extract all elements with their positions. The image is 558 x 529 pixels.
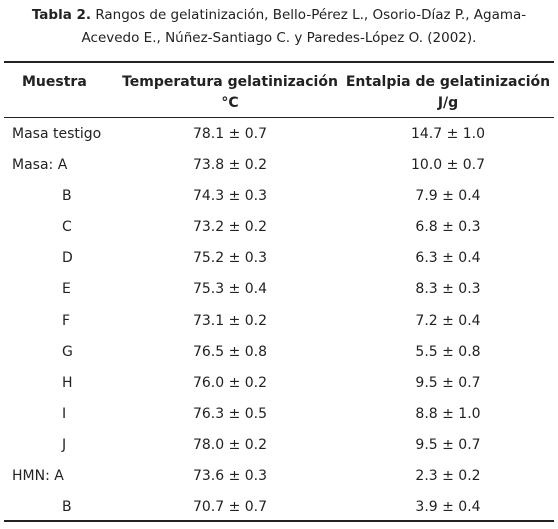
enthalpy-cell: 9.5 ± 0.7 <box>415 374 481 391</box>
sample-cell: B <box>62 499 72 515</box>
enthalpy-cell: 10.0 ± 0.7 <box>410 157 486 174</box>
temperature-cell: 76.0 ± 0.2 <box>192 374 268 391</box>
sample-cell: F <box>62 312 71 329</box>
enthalpy-cell: 6.3 ± 0.4 <box>415 250 481 267</box>
sample-cell: E <box>62 281 71 298</box>
temperature-cell: 75.3 ± 0.4 <box>192 281 268 298</box>
temperature-cell: 75.2 ± 0.3 <box>192 250 268 267</box>
top-rule <box>4 61 554 63</box>
temperature-cell: 73.8 ± 0.2 <box>192 157 268 174</box>
sample-cell: G <box>62 343 73 360</box>
enthalpy-cell: 8.3 ± 0.3 <box>415 281 481 298</box>
header-cell: Entalpia de gelatinización <box>345 74 551 90</box>
header-unit: J/g <box>437 95 459 111</box>
enthalpy-cell: 7.2 ± 0.4 <box>415 312 481 329</box>
enthalpy-cell: 9.5 ± 0.7 <box>415 436 481 453</box>
sample-cell: J <box>62 436 67 453</box>
header-cell: Temperatura gelatinización <box>122 74 338 90</box>
enthalpy-cell: 14.7 ± 1.0 <box>410 126 486 142</box>
caption-label: Tabla 2. <box>31 7 92 23</box>
sample-cell: HMN: A <box>12 467 64 484</box>
sample-cell: I <box>62 405 67 422</box>
temperature-cell: 73.1 ± 0.2 <box>192 312 268 329</box>
header-cell: Muestra <box>22 74 87 90</box>
sample-cell: Masa: A <box>12 157 68 174</box>
temperature-cell: 76.5 ± 0.8 <box>192 343 268 360</box>
caption: Tabla 2. Rangos de gelatinización, Bello… <box>6 4 552 50</box>
temperature-cell: 78.0 ± 0.2 <box>192 436 268 453</box>
temperature-cell: 73.2 ± 0.2 <box>192 219 268 236</box>
enthalpy-cell: 8.8 ± 1.0 <box>415 405 481 422</box>
sample-cell: Masa testigo <box>12 126 102 142</box>
sample-cell: B <box>62 188 72 205</box>
temperature-cell: 70.7 ± 0.7 <box>192 499 268 515</box>
sample-cell: H <box>62 374 73 391</box>
caption-text: Rangos de gelatinización, Bello-Pérez L.… <box>81 7 527 46</box>
header-rule <box>4 117 554 118</box>
temperature-cell: 73.6 ± 0.3 <box>192 467 268 484</box>
temperature-cell: 78.1 ± 0.7 <box>192 126 268 142</box>
enthalpy-cell: 5.5 ± 0.8 <box>415 343 481 360</box>
enthalpy-cell: 2.3 ± 0.2 <box>415 467 481 484</box>
temperature-cell: 74.3 ± 0.3 <box>192 188 268 205</box>
enthalpy-cell: 7.9 ± 0.4 <box>415 188 481 205</box>
bottom-rule <box>4 520 554 522</box>
enthalpy-cell: 3.9 ± 0.4 <box>415 499 481 515</box>
temperature-cell: 76.3 ± 0.5 <box>192 405 268 422</box>
sample-cell: C <box>62 219 72 236</box>
header-unit: °C <box>221 95 239 111</box>
enthalpy-cell: 6.8 ± 0.3 <box>415 219 481 236</box>
sample-cell: D <box>62 250 73 267</box>
